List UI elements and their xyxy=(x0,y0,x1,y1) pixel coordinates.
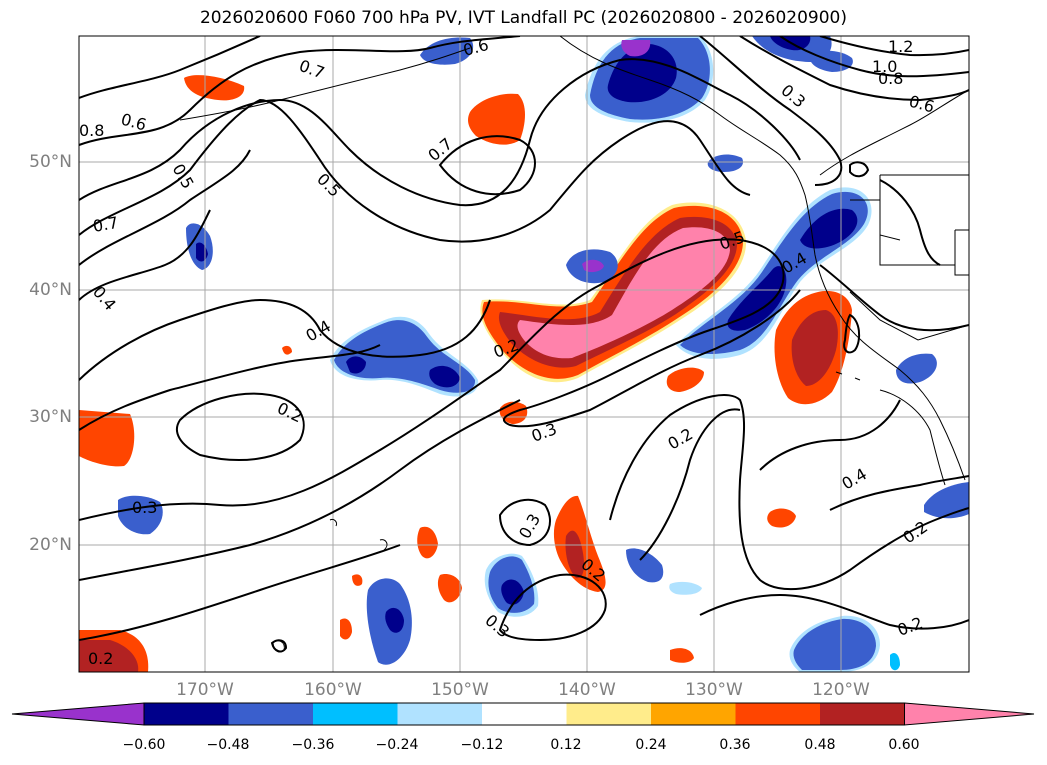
lon-label: 160°W xyxy=(304,680,362,700)
colorbar-tick-label: 0.24 xyxy=(635,737,667,753)
colorbar-tick-label: 0.60 xyxy=(888,737,920,753)
colorbar-extend-high xyxy=(904,702,1035,726)
colorbar-tick-label: 0.48 xyxy=(804,737,836,753)
lon-label: 170°W xyxy=(176,680,234,700)
coastlines xyxy=(179,36,969,653)
colorbar-tick-label: −0.36 xyxy=(291,737,335,753)
lat-label: 40°N xyxy=(29,280,72,300)
contour-label: 1.2 xyxy=(888,37,913,56)
colorbar xyxy=(11,702,1035,726)
contour-label: 0.8 xyxy=(79,121,104,140)
contour-label: 0.3 xyxy=(132,498,157,517)
contour-label: 0.6 xyxy=(461,35,491,60)
positive-patch xyxy=(468,93,525,145)
contour-label: 0.7 xyxy=(91,213,119,236)
contour-label: 1.0 xyxy=(872,57,897,76)
contour-0-3-ridge xyxy=(79,238,801,521)
colorbar-extend-low xyxy=(11,702,145,726)
map-border xyxy=(78,35,970,673)
negative-coast-core xyxy=(727,266,787,331)
lat-label: 20°N xyxy=(29,535,72,555)
positive-band-core xyxy=(517,227,730,359)
colorbar-tick-label: −0.24 xyxy=(375,737,419,753)
lon-label: 140°W xyxy=(558,680,616,700)
lon-label: 130°W xyxy=(685,680,743,700)
map-title: 2026020600 F060 700 hPa PV, IVT Landfall… xyxy=(199,8,847,28)
colorbar-tick-label: 0.12 xyxy=(550,737,582,753)
contour-label: 0.2 xyxy=(88,649,113,668)
colorbar-tick-label: −0.48 xyxy=(206,737,250,753)
lon-label: 150°W xyxy=(431,680,489,700)
colorbar-tick-label: −0.60 xyxy=(122,737,166,753)
colorbar-tick-label: −0.12 xyxy=(460,737,504,753)
contour-0-6-north xyxy=(79,36,261,99)
contour-label: 0.8 xyxy=(878,69,903,88)
colorbar-tick-label: 0.36 xyxy=(719,737,751,753)
pv-contours xyxy=(79,36,969,653)
lat-label: 50°N xyxy=(29,152,72,172)
lat-label: 30°N xyxy=(29,407,72,427)
lon-label: 120°W xyxy=(812,680,870,700)
